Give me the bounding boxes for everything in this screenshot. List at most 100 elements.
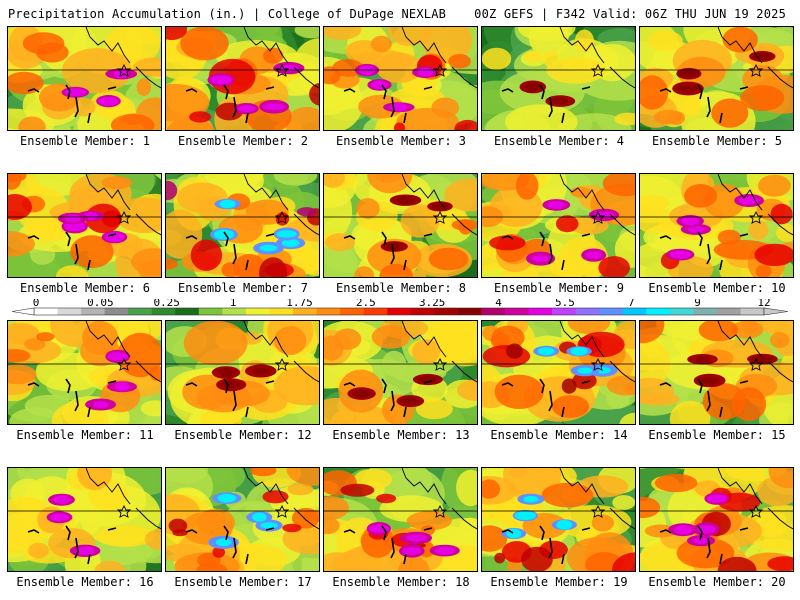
precip-blob [183, 321, 248, 366]
colorbar-swatch [599, 308, 624, 315]
precip-blob [8, 364, 37, 385]
coastline [401, 468, 477, 530]
precip-blob [614, 112, 635, 126]
coastline [559, 27, 635, 89]
precip-blob [555, 215, 579, 233]
precip-blob [640, 496, 661, 519]
ensemble-member-map-12 [165, 320, 320, 425]
precip-blob [166, 209, 203, 259]
precip-peak [531, 255, 550, 262]
colorbar-swatch [552, 308, 577, 315]
precip-blob [166, 27, 188, 41]
precip-blob [591, 514, 614, 532]
city-marker-star [274, 210, 290, 224]
lake-outline [27, 231, 117, 271]
colorbar-svg: 0 0.05 0.25 1 1.75 2.5 3.25 4 5.5 7 9 12 [12, 299, 788, 316]
precip-peak [210, 75, 232, 85]
precip-peak [577, 367, 593, 374]
lake-outline [185, 84, 275, 124]
lake-outline [185, 525, 275, 565]
precip-field [166, 321, 319, 424]
colorbar-tick-label: 2.5 [356, 299, 376, 309]
precip-blob [770, 203, 793, 225]
colorbar-swatch [622, 308, 647, 315]
precip-blob [8, 349, 31, 363]
precip-blob [454, 119, 477, 130]
colorbar-tick-label: 0 [33, 299, 40, 309]
precip-field [482, 174, 635, 277]
city-marker-star [748, 357, 764, 371]
lake-outline [343, 84, 433, 124]
precip-blob [406, 511, 452, 531]
coastline [85, 468, 161, 530]
precip-peak [400, 397, 421, 405]
precip-field [324, 321, 477, 424]
coastline [401, 174, 477, 236]
precip-peak [524, 82, 542, 92]
ensemble-member-map-2 [165, 26, 320, 131]
precip-blob [541, 482, 594, 508]
precip-blob [755, 264, 772, 277]
precip-blob [640, 195, 669, 211]
precip-blob [324, 552, 359, 571]
precip-blob [400, 204, 440, 238]
precip-blob [551, 395, 590, 418]
precip-blob [85, 203, 122, 234]
precip-blob [528, 27, 569, 57]
precip-blob [457, 379, 477, 401]
precip-peak [114, 381, 130, 392]
precip-blob [561, 378, 577, 394]
precip-blob [654, 473, 698, 493]
city-marker-star [116, 357, 132, 371]
lake-outline [343, 525, 433, 565]
precip-blob [221, 262, 241, 277]
lake-outline [27, 378, 117, 418]
precip-blob [166, 258, 178, 270]
precip-peak [113, 69, 129, 79]
city-marker-star [274, 504, 290, 518]
precip-blob [569, 216, 609, 235]
precip-peak [739, 196, 760, 205]
precip-blob [572, 372, 597, 390]
precip-blob [8, 496, 55, 546]
city-marker-star [274, 357, 290, 371]
precip-blob [8, 194, 32, 220]
precip-blob [36, 332, 55, 342]
precip-peak [514, 511, 536, 521]
precip-blob [371, 325, 411, 349]
colorbar-swatch [128, 308, 153, 315]
precip-blob [9, 407, 63, 424]
precip-blob [168, 518, 188, 533]
precip-blob [340, 483, 375, 497]
ensemble-member-map-9 [481, 173, 636, 278]
colorbar-swatch [293, 308, 318, 315]
ensemble-member-map-5 [639, 26, 794, 131]
precip-blob [611, 552, 635, 571]
colorbar-swatch [528, 308, 553, 315]
precip-peak [706, 494, 727, 503]
precip-blob [717, 556, 757, 571]
coastline [85, 174, 161, 236]
coastline [559, 468, 635, 530]
lake-outline [659, 525, 749, 565]
precip-blob [640, 206, 674, 234]
precip-peak [53, 495, 70, 504]
city-marker-star [432, 63, 448, 77]
precip-blob [285, 106, 319, 130]
precip-blob [722, 27, 758, 53]
colorbar-tick-label: 0.25 [153, 299, 180, 309]
colorbar-swatch [222, 308, 247, 315]
precip-field [482, 27, 635, 130]
precip-blob [482, 525, 508, 552]
precip-blob [324, 174, 345, 188]
city-marker-star [590, 63, 606, 77]
precip-blob [767, 556, 793, 571]
precip-blob [324, 72, 364, 130]
precip-blob [640, 75, 669, 110]
ensemble-member-map-13 [323, 320, 478, 425]
precip-field [324, 468, 477, 571]
precip-peak [107, 352, 129, 361]
precip-blob [273, 174, 318, 186]
colorbar-tick-label: 1 [230, 299, 237, 309]
lake-outline [501, 84, 591, 124]
